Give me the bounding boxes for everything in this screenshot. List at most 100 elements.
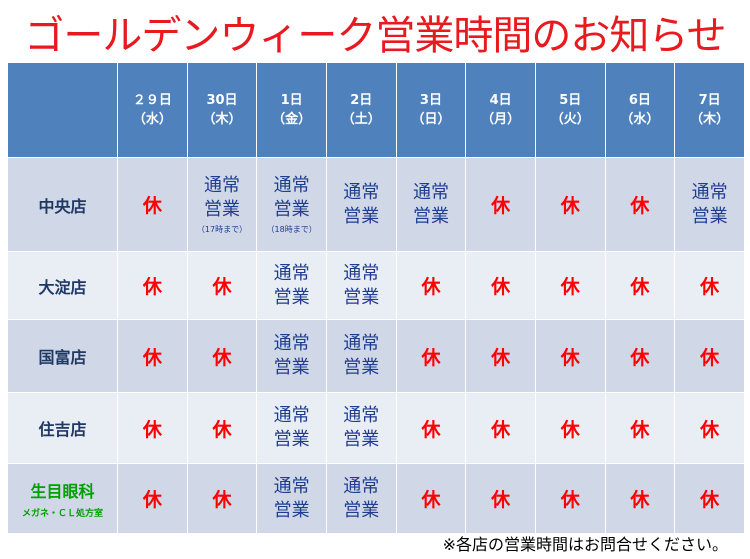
- closed-label: 休: [142, 276, 162, 298]
- closed-label: 休: [700, 418, 720, 441]
- closed-label: 休: [630, 418, 650, 441]
- status-cell: 休: [117, 463, 188, 534]
- closed-label: 休: [212, 346, 232, 369]
- open-label: 営業: [273, 199, 310, 220]
- table-row: 生目眼科 メガネ・ＣＬ処方室休休通常 営業 通常 営業休休休休休: [7, 463, 745, 534]
- header-row: ２９日 （水） 30日 （木） 1日 （金） 2日 （土） 3日 （日） 4日 （月） 5日…: [7, 62, 745, 158]
- table-row: 住吉店休休通常 営業 通常 営業休休休休休: [7, 392, 745, 464]
- store-name: 国富店: [38, 348, 87, 367]
- footer-note: ※各店の営業時間はお問合せください。: [442, 535, 728, 554]
- closed-label: 休: [142, 489, 162, 511]
- closed-label: 休: [421, 276, 441, 298]
- status-cell: 休: [186, 319, 258, 393]
- status-cell: 通常 営業: [325, 157, 397, 252]
- closed-label: 休: [630, 489, 650, 511]
- status-cell: 通常 営業: [674, 157, 745, 252]
- closed-label: 休: [700, 276, 720, 298]
- status-cell: 休: [465, 251, 536, 320]
- closed-label: 休: [560, 489, 580, 511]
- hours-note: （18時まで）: [266, 225, 317, 234]
- open-label: 営業: [273, 429, 310, 450]
- status-cell: 休: [465, 157, 536, 252]
- open-label: 営業: [273, 499, 310, 521]
- status-cell: 休: [395, 251, 467, 320]
- closed-label: 休: [491, 418, 511, 441]
- status-cell: 休: [674, 319, 745, 393]
- table-row: 国富店休休通常 営業 通常 営業休休休休休: [7, 319, 745, 393]
- status-cell: 通常 営業: [325, 392, 397, 464]
- closed-label: 休: [491, 276, 511, 298]
- status-cell: 休: [395, 463, 467, 534]
- closed-label: 休: [560, 418, 580, 441]
- open-label: 営業: [343, 357, 380, 378]
- open-label: 営業: [412, 205, 449, 227]
- store-name: 大淀店: [38, 277, 87, 297]
- status-cell: 休: [395, 392, 467, 464]
- status-cell: 休: [117, 157, 188, 252]
- status-cell: 休: [604, 463, 676, 534]
- open-label: 通常: [273, 405, 310, 426]
- open-label: 通常: [273, 333, 310, 354]
- store-name-cell: 大淀店: [7, 251, 118, 320]
- status-cell: 休: [117, 251, 188, 320]
- closed-label: 休: [630, 346, 650, 369]
- closed-label: 休: [421, 489, 441, 511]
- closed-label: 休: [700, 346, 720, 369]
- status-cell: 休: [465, 392, 536, 464]
- status-cell: 休: [534, 157, 606, 252]
- status-cell: 休: [186, 251, 258, 320]
- open-label: 通常: [273, 262, 310, 284]
- open-label: 営業: [273, 357, 310, 378]
- store-name-cell: 中央店: [7, 157, 118, 252]
- open-label: 通常: [203, 175, 240, 196]
- header-day: 3日 （日）: [395, 62, 467, 158]
- closed-label: 休: [700, 489, 720, 511]
- open-label: 営業: [203, 199, 240, 220]
- open-label: 営業: [343, 429, 380, 450]
- header-day: 30日 （木）: [186, 62, 258, 158]
- status-cell: 休: [604, 251, 676, 320]
- open-label: 通常: [343, 333, 380, 354]
- open-label: 通常: [343, 475, 380, 497]
- closed-label: 休: [630, 276, 650, 298]
- status-cell: 休: [604, 392, 676, 464]
- closed-label: 休: [491, 489, 511, 511]
- status-cell: 通常 営業: [395, 157, 467, 252]
- status-cell: 通常 営業: [256, 392, 327, 464]
- status-cell: 休: [534, 251, 606, 320]
- status-cell: 通常 営業 （18時まで）: [256, 157, 327, 252]
- closed-label: 休: [142, 195, 162, 217]
- page-title: ゴールデンウィーク営業時間のお知らせ: [24, 13, 726, 59]
- status-cell: 通常 営業: [325, 319, 397, 393]
- status-cell: 休: [534, 319, 606, 393]
- closed-label: 休: [142, 346, 162, 369]
- open-label: 営業: [343, 286, 380, 308]
- open-label: 営業: [691, 205, 728, 227]
- status-cell: 休: [674, 251, 745, 320]
- status-cell: 休: [604, 319, 676, 393]
- header-day: 5日 （火）: [534, 62, 606, 158]
- store-subtitle: メガネ・ＣＬ処方室: [21, 509, 103, 519]
- closed-label: 休: [491, 346, 511, 369]
- status-cell: 休: [117, 392, 188, 464]
- status-cell: 通常 営業 （17時まで）: [186, 157, 258, 252]
- header-corner: [7, 62, 118, 158]
- closed-label: 休: [630, 195, 650, 217]
- closed-label: 休: [560, 346, 580, 369]
- status-cell: 休: [186, 392, 258, 464]
- store-name-cell: 生目眼科 メガネ・ＣＬ処方室: [7, 463, 118, 534]
- header-day: 7日 （木）: [674, 62, 745, 158]
- closed-label: 休: [421, 346, 441, 369]
- closed-label: 休: [212, 489, 232, 511]
- open-label: 通常: [412, 181, 449, 203]
- closed-label: 休: [560, 276, 580, 298]
- open-label: 営業: [273, 286, 310, 308]
- store-name: 中央店: [38, 196, 87, 216]
- closed-label: 休: [421, 418, 441, 441]
- open-label: 通常: [343, 262, 380, 284]
- status-cell: 休: [465, 463, 536, 534]
- closed-label: 休: [212, 418, 232, 441]
- store-name-cell: 国富店: [7, 319, 118, 393]
- header-day: 4日 （月）: [465, 62, 536, 158]
- status-cell: 休: [465, 319, 536, 393]
